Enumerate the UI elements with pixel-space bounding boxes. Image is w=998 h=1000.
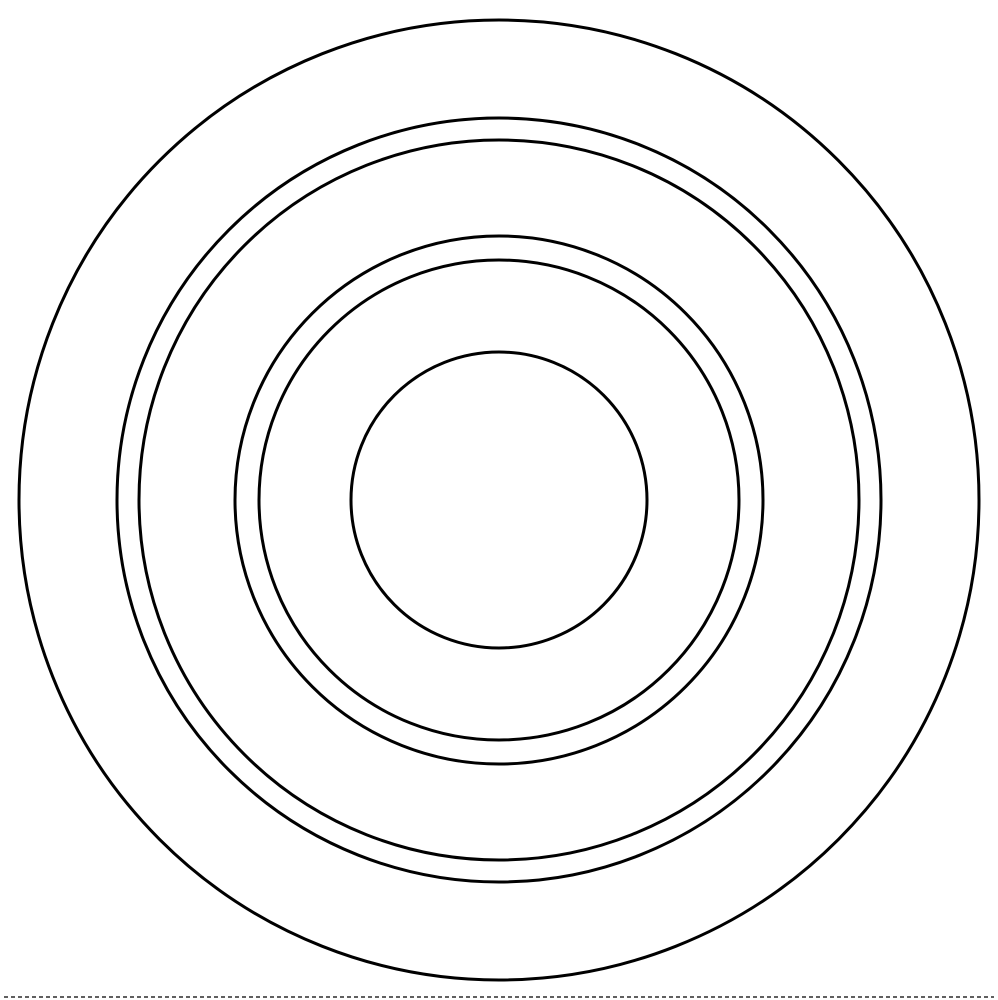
circle-ring bbox=[19, 20, 979, 980]
diagram-svg bbox=[0, 0, 998, 1000]
circle-ring bbox=[235, 236, 763, 764]
circle-ring bbox=[351, 352, 647, 648]
circle-ring bbox=[139, 140, 859, 860]
circle-ring bbox=[117, 118, 881, 882]
concentric-circles-diagram bbox=[0, 0, 998, 1000]
circle-ring bbox=[259, 260, 739, 740]
circles-group bbox=[19, 20, 979, 980]
